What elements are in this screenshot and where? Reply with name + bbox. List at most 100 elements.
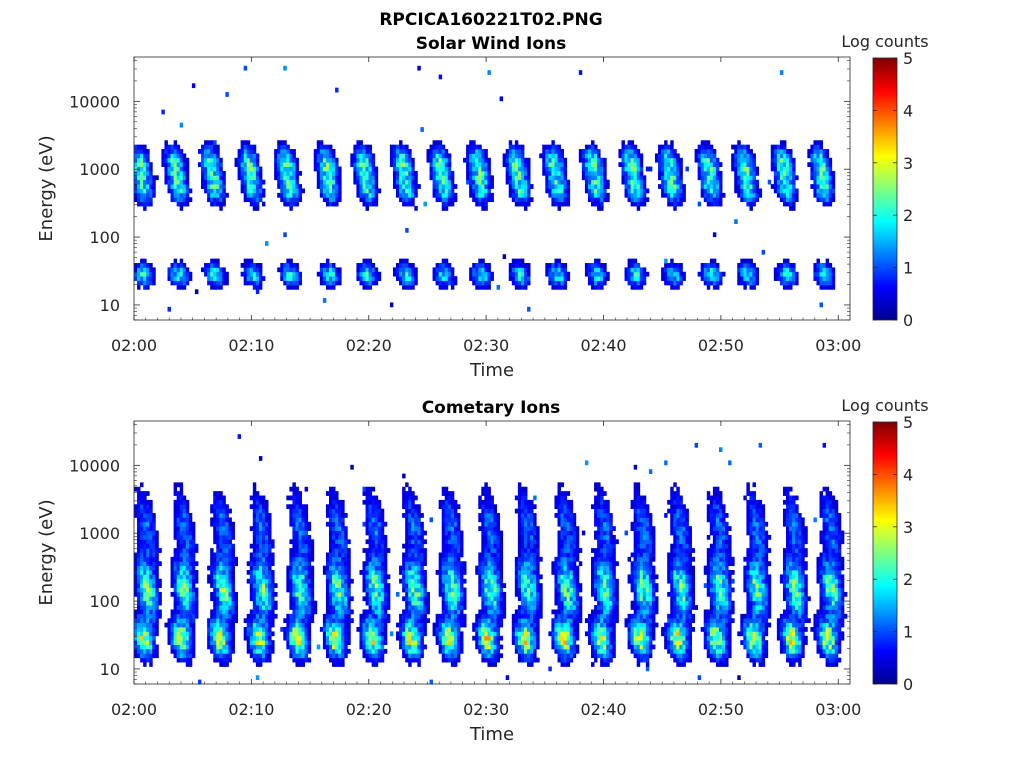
solar-wind-heatmap-cell [715,175,720,181]
cometary-heatmap-cell [243,631,248,637]
solar-wind-heatmap-cell [213,157,217,163]
solar-wind-heatmap-cell [176,175,181,181]
solar-wind-heatmap-cell [636,153,641,159]
cometary-heatmap-cell [216,513,220,518]
cometary-heatmap-cell [149,583,153,588]
cometary-heatmap-cell [268,530,272,536]
solar-wind-heatmap-cell [432,166,437,172]
cometary-heatmap-cell [377,565,382,571]
cometary-heatmap-cell [301,644,306,650]
cometary-heatmap-cell [289,596,293,602]
cometary-heatmap-cell [252,561,257,567]
cometary-heatmap-cell [134,648,138,654]
solar-wind-y-axis-label: Energy (eV) [36,135,57,241]
cometary-heatmap-cell [137,609,141,615]
cometary-heatmap-cell [213,491,217,496]
cometary-heatmap-cell [298,574,302,580]
solar-wind-heatmap-cell [636,267,641,273]
cometary-heatmap-cell [268,640,272,645]
solar-wind-heatmap-cell [469,166,473,172]
cometary-heatmap-cell [304,657,309,663]
solar-wind-heatmap-cell [731,144,735,150]
cometary-heatmap-cell [298,600,302,606]
cometary-heatmap-cell [301,613,306,619]
solar-wind-heatmap-cell [594,197,598,203]
cometary-heatmap-cell [316,644,321,650]
solar-wind-heatmap-cell [600,184,604,189]
solar-wind-heatmap-cell [749,206,753,211]
solar-wind-heatmap-cell [426,153,430,159]
solar-wind-heatmap-cell [469,175,473,181]
cometary-heatmap-cell [261,534,266,540]
solar-wind-heatmap-cell [661,175,665,181]
solar-wind-heatmap-cell [594,201,598,207]
cometary-heatmap-cell [374,495,379,501]
solar-wind-heatmap-cell [712,188,717,194]
solar-wind-heatmap-cell [661,162,665,167]
cometary-heatmap-cell [185,591,190,597]
cometary-heatmap-cell [185,627,190,632]
solar-wind-heatmap-cell [831,188,836,194]
solar-wind-heatmap-cell [255,280,260,286]
solar-wind-heatmap-cell [207,157,211,163]
cometary-heatmap-cell [368,640,373,645]
solar-wind-heatmap-cell [737,263,741,268]
cometary-heatmap-cell [173,578,178,584]
solar-wind-heatmap-cell [472,197,476,203]
cometary-heatmap-cell [228,609,232,615]
solar-wind-heatmap-cell [703,170,708,176]
solar-wind-heatmap-cell [505,153,510,159]
cometary-heatmap-cell [362,583,366,588]
solar-wind-heatmap-cell [280,170,284,176]
cometary-heatmap-cell [194,613,199,619]
cometary-heatmap-cell [289,561,293,567]
solar-wind-heatmap-cell [237,149,242,154]
solar-wind-heatmap-cell [697,157,702,163]
solar-wind-heatmap-cell [475,149,479,154]
solar-wind-heatmap-cell [289,258,293,264]
cometary-heatmap-cell [380,613,385,619]
solar-wind-heatmap-cell [283,192,287,198]
cometary-heatmap-cell [338,517,342,523]
cometary-heatmap-cell [347,574,351,580]
solar-wind-heatmap-cell [179,149,184,154]
solar-wind-heatmap-cell [356,188,360,194]
cometary-heatmap-cell [222,556,226,562]
solar-wind-heatmap-cell [441,267,446,273]
solar-wind-heatmap-cell [216,175,220,181]
cometary-heatmap-cell [310,587,315,593]
solar-wind-heatmap-cell [560,170,564,176]
solar-wind-heatmap-cell [143,188,147,194]
solar-wind-heatmap-cell [709,280,714,286]
solar-wind-heatmap-cell [822,197,827,203]
solar-wind-heatmap-cell [447,276,452,281]
solar-wind-heatmap-cell [624,271,628,277]
cometary-heatmap-cell [258,499,263,505]
cometary-heatmap-cell [335,622,339,628]
solar-wind-heatmap-cell [167,162,171,167]
solar-wind-heatmap-cell [216,184,220,189]
solar-wind-heatmap-cell [143,175,147,181]
cometary-heatmap-cell [329,605,333,610]
solar-wind-heatmap-cell [709,271,714,277]
cometary-heatmap-cell [219,631,223,637]
solar-wind-heatmap-cell [597,153,601,159]
cometary-heatmap-cell [371,648,376,654]
solar-wind-heatmap-cell [770,162,775,167]
cometary-heatmap-cell [301,662,306,667]
solar-wind-heatmap-cell [706,184,711,189]
solar-wind-heatmap-cell [332,179,336,185]
cometary-heatmap-cell [155,605,159,610]
solar-wind-heatmap-cell [332,153,336,159]
cometary-heatmap-cell [213,565,217,571]
cometary-heatmap-cell [304,644,309,650]
solar-wind-heatmap-cell [740,149,744,154]
solar-wind-heatmap-cell [712,284,717,290]
solar-wind-heatmap-cell [511,280,516,286]
solar-wind-heatmap-cell [670,280,674,286]
solar-wind-heatmap-cell [216,149,220,154]
solar-wind-heatmap-cell [478,179,482,185]
cometary-heatmap-cell [140,583,144,588]
solar-wind-heatmap-cell [359,162,363,167]
solar-wind-heatmap-cell [670,166,674,172]
